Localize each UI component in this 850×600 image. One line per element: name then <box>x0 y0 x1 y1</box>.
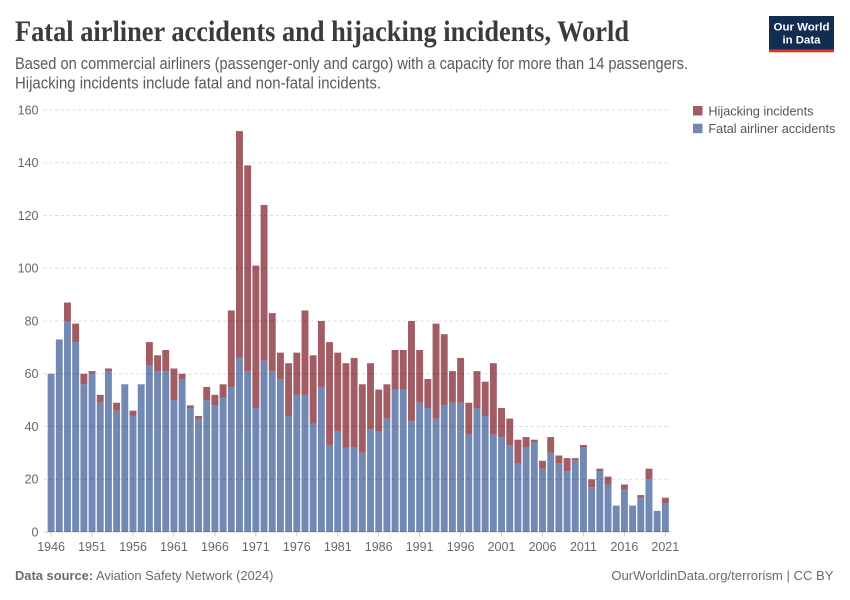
svg-text:140: 140 <box>18 156 39 170</box>
svg-text:1971: 1971 <box>242 540 270 554</box>
svg-text:1986: 1986 <box>365 540 393 554</box>
svg-text:Fatal airliner accidents: Fatal airliner accidents <box>708 122 835 136</box>
svg-text:1956: 1956 <box>119 540 147 554</box>
svg-text:1981: 1981 <box>324 540 352 554</box>
svg-text:Hijacking incidents include fa: Hijacking incidents include fatal and no… <box>15 74 381 93</box>
svg-text:160: 160 <box>18 103 39 117</box>
svg-text:2021: 2021 <box>651 540 679 554</box>
svg-text:OurWorldinData.org/terrorism |: OurWorldinData.org/terrorism | CC BY <box>611 568 833 583</box>
svg-text:1966: 1966 <box>201 540 229 554</box>
svg-text:40: 40 <box>25 420 39 434</box>
svg-text:1951: 1951 <box>78 540 106 554</box>
svg-text:1991: 1991 <box>406 540 434 554</box>
svg-text:Our World: Our World <box>774 22 830 34</box>
svg-text:80: 80 <box>25 314 39 328</box>
svg-text:2001: 2001 <box>488 540 516 554</box>
svg-text:Fatal airliner accidents and h: Fatal airliner accidents and hijacking i… <box>15 15 629 48</box>
svg-text:Hijacking incidents: Hijacking incidents <box>708 104 813 118</box>
svg-text:1996: 1996 <box>447 540 475 554</box>
svg-text:100: 100 <box>18 262 39 276</box>
svg-text:1961: 1961 <box>160 540 188 554</box>
svg-text:1976: 1976 <box>283 540 311 554</box>
svg-text:2011: 2011 <box>570 540 597 554</box>
svg-text:Based on commercial airliners: Based on commercial airliners (passenger… <box>15 54 688 73</box>
svg-text:Data source: Aviation Safety N: Data source: Aviation Safety Network (20… <box>15 568 273 583</box>
svg-text:1946: 1946 <box>37 540 65 554</box>
svg-text:2016: 2016 <box>610 540 638 554</box>
svg-text:120: 120 <box>18 209 39 223</box>
svg-text:2006: 2006 <box>529 540 557 554</box>
svg-text:20: 20 <box>25 473 39 487</box>
svg-text:in Data: in Data <box>783 35 822 47</box>
svg-text:60: 60 <box>25 367 39 381</box>
svg-text:0: 0 <box>32 525 39 539</box>
